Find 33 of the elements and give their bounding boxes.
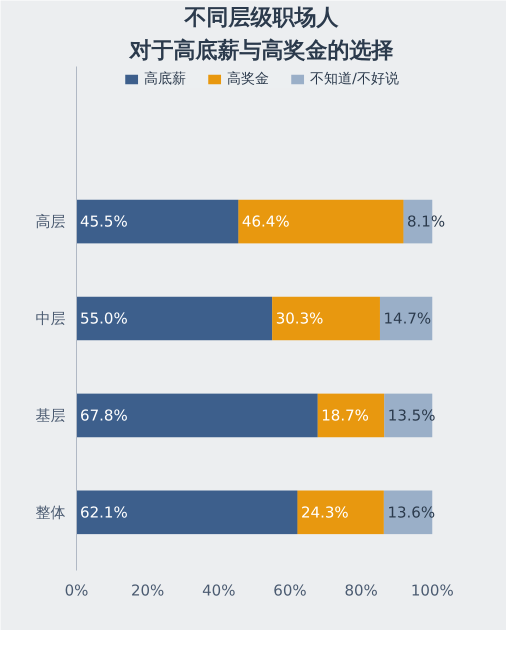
bar [76, 200, 238, 244]
data-label: 67.8% [80, 406, 128, 424]
x-tick-label: 60% [273, 582, 307, 600]
chart-subtitle: 对于高底薪与高奖金的选择 [128, 38, 394, 64]
bar [76, 296, 272, 340]
data-label: 18.7% [321, 406, 369, 424]
data-label: 46.4% [242, 212, 290, 231]
bar [76, 490, 298, 534]
data-label: 30.3% [276, 310, 324, 328]
bar [380, 296, 432, 340]
bar [238, 200, 404, 244]
y-tick-label: 整体 [36, 503, 66, 522]
chart-title: 不同层级职场人 [184, 6, 340, 30]
bar [76, 394, 318, 438]
bar [297, 490, 384, 534]
data-label: 14.7% [384, 310, 432, 328]
y-tick-label: 高层 [36, 212, 66, 231]
data-label: 24.3% [300, 503, 349, 522]
legend-label: 高奖金 [227, 70, 270, 88]
legend-label: 高底薪 [144, 70, 186, 88]
x-tick-label: 80% [344, 582, 378, 600]
legend-label: 不知道/不好说 [310, 70, 399, 88]
data-label: 62.1% [80, 503, 128, 522]
data-label: 45.5% [80, 212, 128, 231]
x-tick-label: 0% [64, 582, 88, 600]
x-tick-label: 40% [202, 582, 236, 600]
x-tick-label: 20% [130, 582, 164, 600]
bar [272, 296, 380, 340]
data-label: 55.0% [80, 310, 128, 328]
bar [318, 394, 384, 438]
y-tick-label: 基层 [36, 406, 66, 424]
x-tick-label: 100% [410, 582, 454, 600]
y-tick-label: 中层 [36, 310, 66, 328]
